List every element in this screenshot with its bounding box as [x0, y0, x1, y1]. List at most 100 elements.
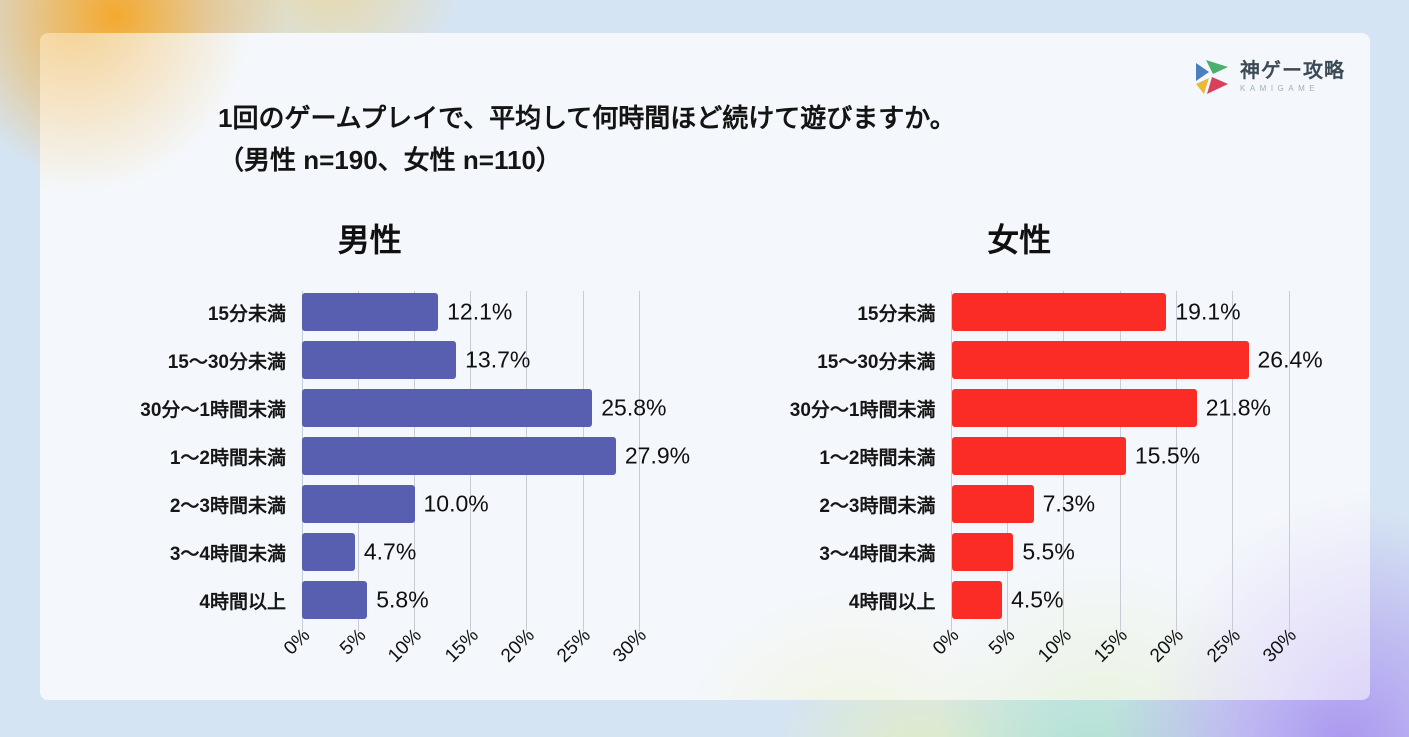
x-tick-label: 10% — [384, 625, 427, 667]
bar — [951, 293, 1167, 331]
bar-track: 7.3% — [951, 485, 1290, 523]
bar-rows: 15分未満 12.1% 15～30分未満 13.7% 30分～1時間未満 25.8% 1～2… — [100, 293, 696, 619]
category-label: 4時間以上 — [199, 591, 286, 613]
bar — [302, 389, 593, 427]
bar-track: 12.1% — [302, 293, 640, 331]
bar-value-label: 19.1% — [1175, 298, 1241, 325]
x-tick-label: 25% — [553, 625, 596, 667]
grid-line — [1232, 291, 1234, 631]
bar-row: 15分未満 19.1% — [750, 293, 1346, 331]
bar-value-label: 5.8% — [376, 586, 429, 613]
logo-brand: 神ゲー攻略 — [1240, 60, 1345, 82]
bar-track: 13.7% — [302, 341, 640, 379]
bar-value-label: 26.4% — [1257, 346, 1323, 373]
category-label: 4時間以上 — [848, 591, 936, 613]
bar-row: 1～2時間未満 27.9% — [100, 437, 696, 475]
grid-line — [1175, 291, 1177, 631]
category-label: 30分～1時間未満 — [789, 399, 936, 421]
bar-track: 25.8% — [302, 389, 666, 427]
bar — [302, 437, 616, 475]
bar-row: 15～30分未満 13.7% — [100, 341, 696, 379]
x-tick-label: 30% — [609, 625, 652, 667]
bar-track: 15.5% — [951, 437, 1290, 475]
bar-value-label: 12.1% — [447, 298, 513, 325]
female-plot-area: 15分未満 19.1% 15～30分未満 26.4% 30分～1時間未満 21.8% 1～2… — [750, 291, 1346, 631]
bar-value-label: 7.3% — [1042, 490, 1096, 517]
bar-row: 30分～1時間未満 21.8% — [750, 389, 1346, 427]
bar-value-label: 27.9% — [624, 442, 691, 469]
category-label: 1～2時間未満 — [819, 447, 936, 469]
grid-line — [639, 291, 640, 631]
bar-value-label: 13.7% — [465, 346, 531, 373]
x-axis-ticks: 0% 5% 10% 15% 20% 25% 30% — [280, 619, 652, 693]
bar — [302, 533, 355, 571]
bar — [302, 293, 439, 331]
bar — [951, 437, 1126, 475]
grid-line — [1288, 291, 1290, 631]
x-tick-label: 30% — [1259, 625, 1301, 667]
bar — [951, 341, 1249, 379]
category-label: 3～4時間未満 — [819, 543, 936, 565]
category-label: 1～2時間未満 — [169, 447, 286, 469]
category-label: 3～4時間未満 — [169, 543, 286, 565]
bar-value-label: 25.8% — [601, 394, 667, 421]
bar — [951, 533, 1014, 571]
bar-track: 4.7% — [302, 533, 640, 571]
bar — [302, 341, 457, 379]
logo-subtitle: KAMIGAME — [1240, 84, 1320, 93]
bar-row: 30分～1時間未満 25.8% — [100, 389, 696, 427]
category-label: 2～3時間未満 — [169, 495, 286, 517]
x-tick-label: 25% — [1202, 625, 1245, 667]
x-axis-ticks: 0% 5% 10% 15% 20% 25% 30% — [929, 619, 1301, 693]
bar-track: 21.8% — [951, 389, 1290, 427]
bar-track: 26.4% — [951, 341, 1323, 379]
bar-row: 15～30分未満 26.4% — [750, 341, 1346, 379]
bar-track: 4.5% — [951, 581, 1290, 619]
bar — [302, 581, 368, 619]
bar-value-label: 15.5% — [1134, 442, 1201, 469]
bar — [951, 389, 1197, 427]
x-tick-label: 20% — [1146, 625, 1189, 667]
bar-row: 3～4時間未満 4.7% — [100, 533, 696, 571]
bar-row: 4時間以上 5.8% — [100, 581, 696, 619]
bar-row: 1～2時間未満 15.5% — [750, 437, 1346, 475]
bar-value-label: 4.7% — [363, 538, 417, 565]
title-line-2: （男性 n=190、女性 n=110） — [218, 145, 562, 175]
chart-title-female: 女性 — [987, 222, 1052, 258]
x-tick-label: 10% — [1034, 625, 1076, 667]
bar-row: 2～3時間未満 7.3% — [750, 485, 1346, 523]
x-tick-label: 5% — [985, 625, 1020, 660]
female-chart: 女性 15分未満 19.1% 15～30分未満 26.4% 30分～1時間未満 21.8%… — [750, 215, 1346, 693]
charts-container: 男性 15分未満 12.1% 15～30分未満 13.7% 30分～1時間未満 25.8%… — [40, 215, 1370, 693]
bar-value-label: 4.5% — [1011, 586, 1064, 613]
bar-track: 10.0% — [302, 485, 640, 523]
bar-track: 5.5% — [951, 533, 1290, 571]
bar-rows: 15分未満 19.1% 15～30分未満 26.4% 30分～1時間未満 21.8% 1～2… — [750, 293, 1346, 619]
bar — [302, 485, 415, 523]
bar-value-label: 21.8% — [1205, 394, 1271, 421]
logo-text-block: 神ゲー攻略 KAMIGAME — [1240, 60, 1345, 94]
x-tick-label: 5% — [335, 625, 371, 660]
category-label: 15～30分未満 — [817, 351, 936, 373]
survey-question-title: 1回のゲームプレイで、平均して何時間ほど続けて遊びますか。 （男性 n=190、… — [218, 97, 1370, 181]
kamigame-logo: 神ゲー攻略 KAMIGAME — [1193, 58, 1345, 96]
x-tick-label: 20% — [497, 625, 539, 667]
bar-row: 15分未満 12.1% — [100, 293, 696, 331]
bar-value-label: 10.0% — [423, 490, 489, 517]
x-tick-label: 15% — [440, 625, 483, 667]
chart-title-male: 男性 — [337, 222, 402, 258]
chart-card: 神ゲー攻略 KAMIGAME 1回のゲームプレイで、平均して何時間ほど続けて遊び… — [40, 33, 1370, 700]
male-plot-area: 15分未満 12.1% 15～30分未満 13.7% 30分～1時間未満 25.8% 1～2… — [100, 291, 696, 631]
bar-row: 2～3時間未満 10.0% — [100, 485, 696, 523]
kamigame-logo-icon — [1196, 60, 1228, 94]
bar — [951, 581, 1003, 619]
category-label: 30分～1時間未満 — [140, 399, 286, 421]
bar — [951, 485, 1034, 523]
title-line-1: 1回のゲームプレイで、平均して何時間ほど続けて遊びますか。 — [218, 103, 956, 133]
category-label: 15～30分未満 — [167, 351, 286, 373]
bar-row: 3～4時間未満 5.5% — [750, 533, 1346, 571]
x-tick-label: 0% — [279, 625, 314, 660]
category-label: 15分未満 — [207, 303, 286, 325]
category-label: 15分未満 — [857, 303, 936, 325]
x-tick-label: 0% — [929, 625, 964, 660]
